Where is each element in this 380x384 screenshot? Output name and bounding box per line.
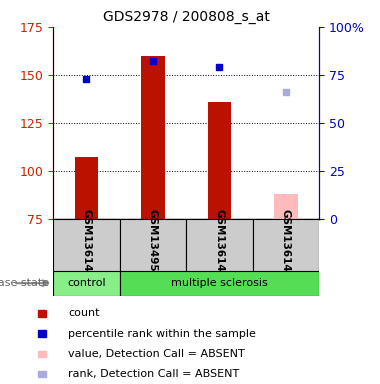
Text: count: count xyxy=(68,308,100,318)
Bar xyxy=(186,219,253,271)
Bar xyxy=(38,310,46,317)
Bar xyxy=(120,271,319,296)
Bar xyxy=(38,371,46,377)
Text: GSM136149: GSM136149 xyxy=(281,209,291,279)
Bar xyxy=(53,271,120,296)
Text: GSM134953: GSM134953 xyxy=(148,209,158,279)
Bar xyxy=(75,157,98,219)
Title: GDS2978 / 200808_s_at: GDS2978 / 200808_s_at xyxy=(103,10,270,25)
Bar xyxy=(141,56,165,219)
Bar xyxy=(208,102,231,219)
Bar xyxy=(274,194,298,219)
Text: rank, Detection Call = ABSENT: rank, Detection Call = ABSENT xyxy=(68,369,240,379)
Text: disease state: disease state xyxy=(0,278,49,288)
Bar xyxy=(53,219,120,271)
Bar xyxy=(38,330,46,337)
Bar xyxy=(38,351,46,357)
Text: control: control xyxy=(67,278,106,288)
Text: GSM136140: GSM136140 xyxy=(81,209,92,279)
Text: GSM136147: GSM136147 xyxy=(214,209,225,279)
Bar xyxy=(253,219,319,271)
Text: multiple sclerosis: multiple sclerosis xyxy=(171,278,268,288)
Text: percentile rank within the sample: percentile rank within the sample xyxy=(68,329,256,339)
Bar xyxy=(120,219,186,271)
Text: value, Detection Call = ABSENT: value, Detection Call = ABSENT xyxy=(68,349,245,359)
